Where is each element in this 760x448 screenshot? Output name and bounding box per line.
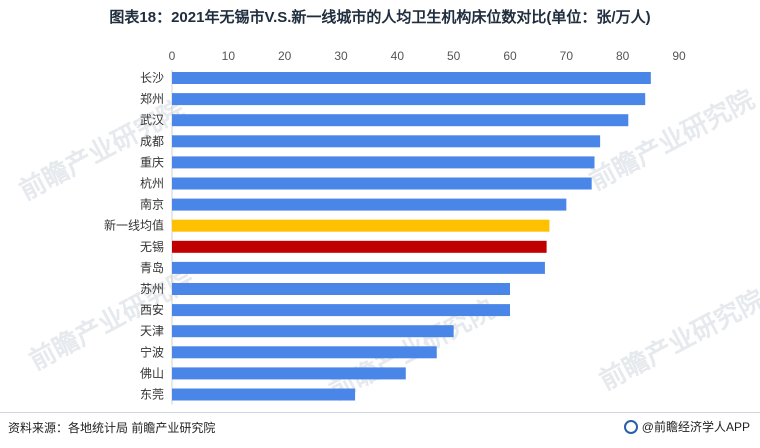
x-tick-label: 10: [222, 49, 236, 63]
category-label: 佛山: [140, 366, 164, 380]
category-label: 重庆: [140, 155, 164, 169]
category-label: 武汉: [140, 113, 164, 127]
bar-佛山: [172, 367, 406, 380]
brand-logo-icon: [623, 419, 638, 434]
category-label: 西安: [140, 302, 164, 317]
x-tick-label: 70: [560, 49, 574, 63]
bar-无锡: [172, 240, 547, 253]
category-label: 南京: [140, 197, 164, 212]
bar-西安: [172, 304, 510, 317]
x-tick-label: 20: [278, 49, 292, 63]
brand-badge: @前瞻经济学人APP: [623, 418, 750, 435]
category-label: 苏州: [140, 282, 164, 296]
category-label: 长沙: [140, 71, 164, 85]
bar-重庆: [172, 156, 595, 169]
bar-郑州: [172, 93, 646, 106]
x-tick-label: 40: [391, 49, 405, 63]
x-tick-label: 30: [334, 49, 348, 63]
bar-chart: 0 10 20 30 40 50 60 70 80 90 长沙郑州武汉成都重庆杭州南京新一线均值无锡…: [104, 49, 686, 405]
category-label: 天津: [140, 324, 164, 338]
x-tick-label: 60: [503, 49, 517, 63]
bar-天津: [172, 325, 454, 338]
category-label: 宁波: [140, 344, 164, 359]
bar-南京: [172, 198, 567, 211]
bar-苏州: [172, 283, 510, 295]
bar-宁波: [172, 346, 437, 359]
category-label: 成都: [140, 134, 164, 148]
brand-label: @前瞻经济学人APP: [641, 420, 750, 434]
bar-东莞: [172, 388, 356, 401]
category-label: 杭州: [140, 176, 164, 191]
bar-新一线均值: [172, 219, 550, 232]
bar-杭州: [172, 177, 592, 190]
category-label: 青岛: [140, 260, 164, 275]
category-label: 新一线均值: [104, 218, 164, 233]
bar-青岛: [172, 261, 545, 274]
source-note: 资料来源：各地统计局 前瞻产业研究院: [8, 421, 216, 435]
x-tick-label: 80: [616, 49, 630, 63]
bar-成都: [172, 135, 601, 148]
category-label: 郑州: [140, 91, 164, 106]
bar-武汉: [172, 114, 629, 127]
footer-divider: [0, 412, 760, 413]
bar-长沙: [172, 72, 651, 84]
x-tick-label: 90: [672, 49, 686, 63]
x-tick-label: 50: [447, 49, 461, 63]
x-tick-label: 0: [169, 49, 176, 63]
category-label: 无锡: [140, 239, 164, 254]
chart-title: 图表18：2021年无锡市V.S.新一线城市的人均卫生机构床位数对比(单位：张/…: [109, 9, 651, 26]
category-label: 东莞: [140, 388, 164, 402]
